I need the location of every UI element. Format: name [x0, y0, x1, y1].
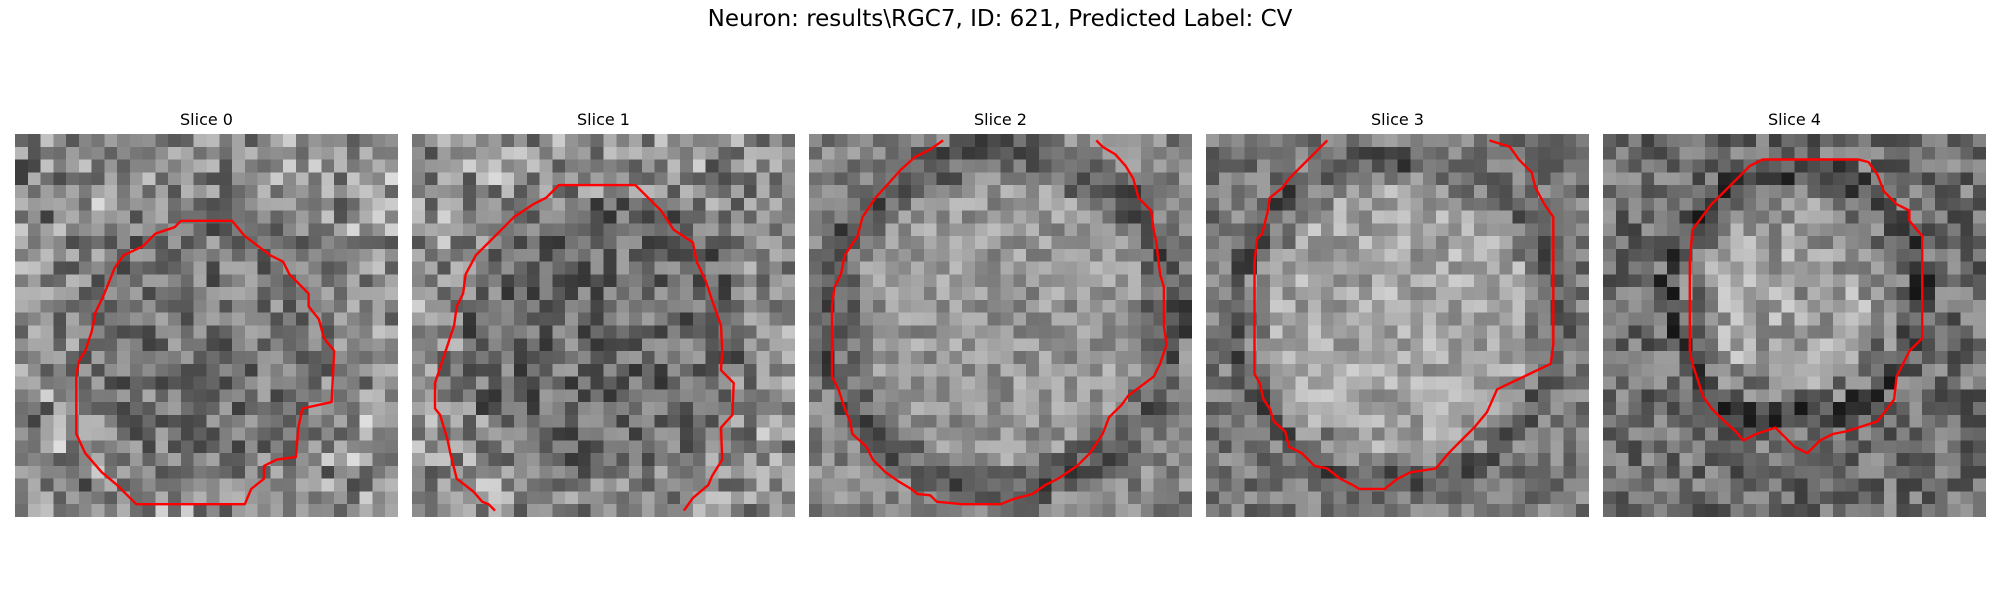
pixel-grid — [1603, 134, 1986, 517]
slice-title: Slice 3 — [1371, 110, 1424, 129]
pixel-grid — [412, 134, 795, 517]
slice-title: Slice 4 — [1768, 110, 1821, 129]
slice-panel-4: Slice 4 — [1603, 108, 1986, 517]
slice-title: Slice 0 — [180, 110, 233, 129]
slice-title: Slice 1 — [577, 110, 630, 129]
slice-panel-3: Slice 3 — [1206, 108, 1589, 517]
pixel-grid — [15, 134, 398, 517]
slice-image-1 — [412, 134, 795, 517]
segmentation-contour — [75, 219, 336, 506]
slice-title: Slice 2 — [974, 110, 1027, 129]
slice-image-2 — [809, 134, 1192, 517]
slice-panel-0: Slice 0 — [15, 108, 398, 517]
segmentation-contour — [830, 139, 1168, 506]
slice-image-0 — [15, 134, 398, 517]
pixel-grid — [1206, 134, 1589, 517]
segmentation-contour — [433, 183, 735, 512]
slice-panel-2: Slice 2 — [809, 108, 1192, 517]
slice-image-4 — [1603, 134, 1986, 517]
segmentation-contour — [1253, 139, 1555, 491]
slice-panel-1: Slice 1 — [412, 108, 795, 517]
slice-image-3 — [1206, 134, 1589, 517]
segmentation-contour — [1688, 158, 1924, 455]
figure-title: Neuron: results\RGC7, ID: 621, Predicted… — [707, 6, 1293, 32]
pixel-grid — [809, 134, 1192, 517]
